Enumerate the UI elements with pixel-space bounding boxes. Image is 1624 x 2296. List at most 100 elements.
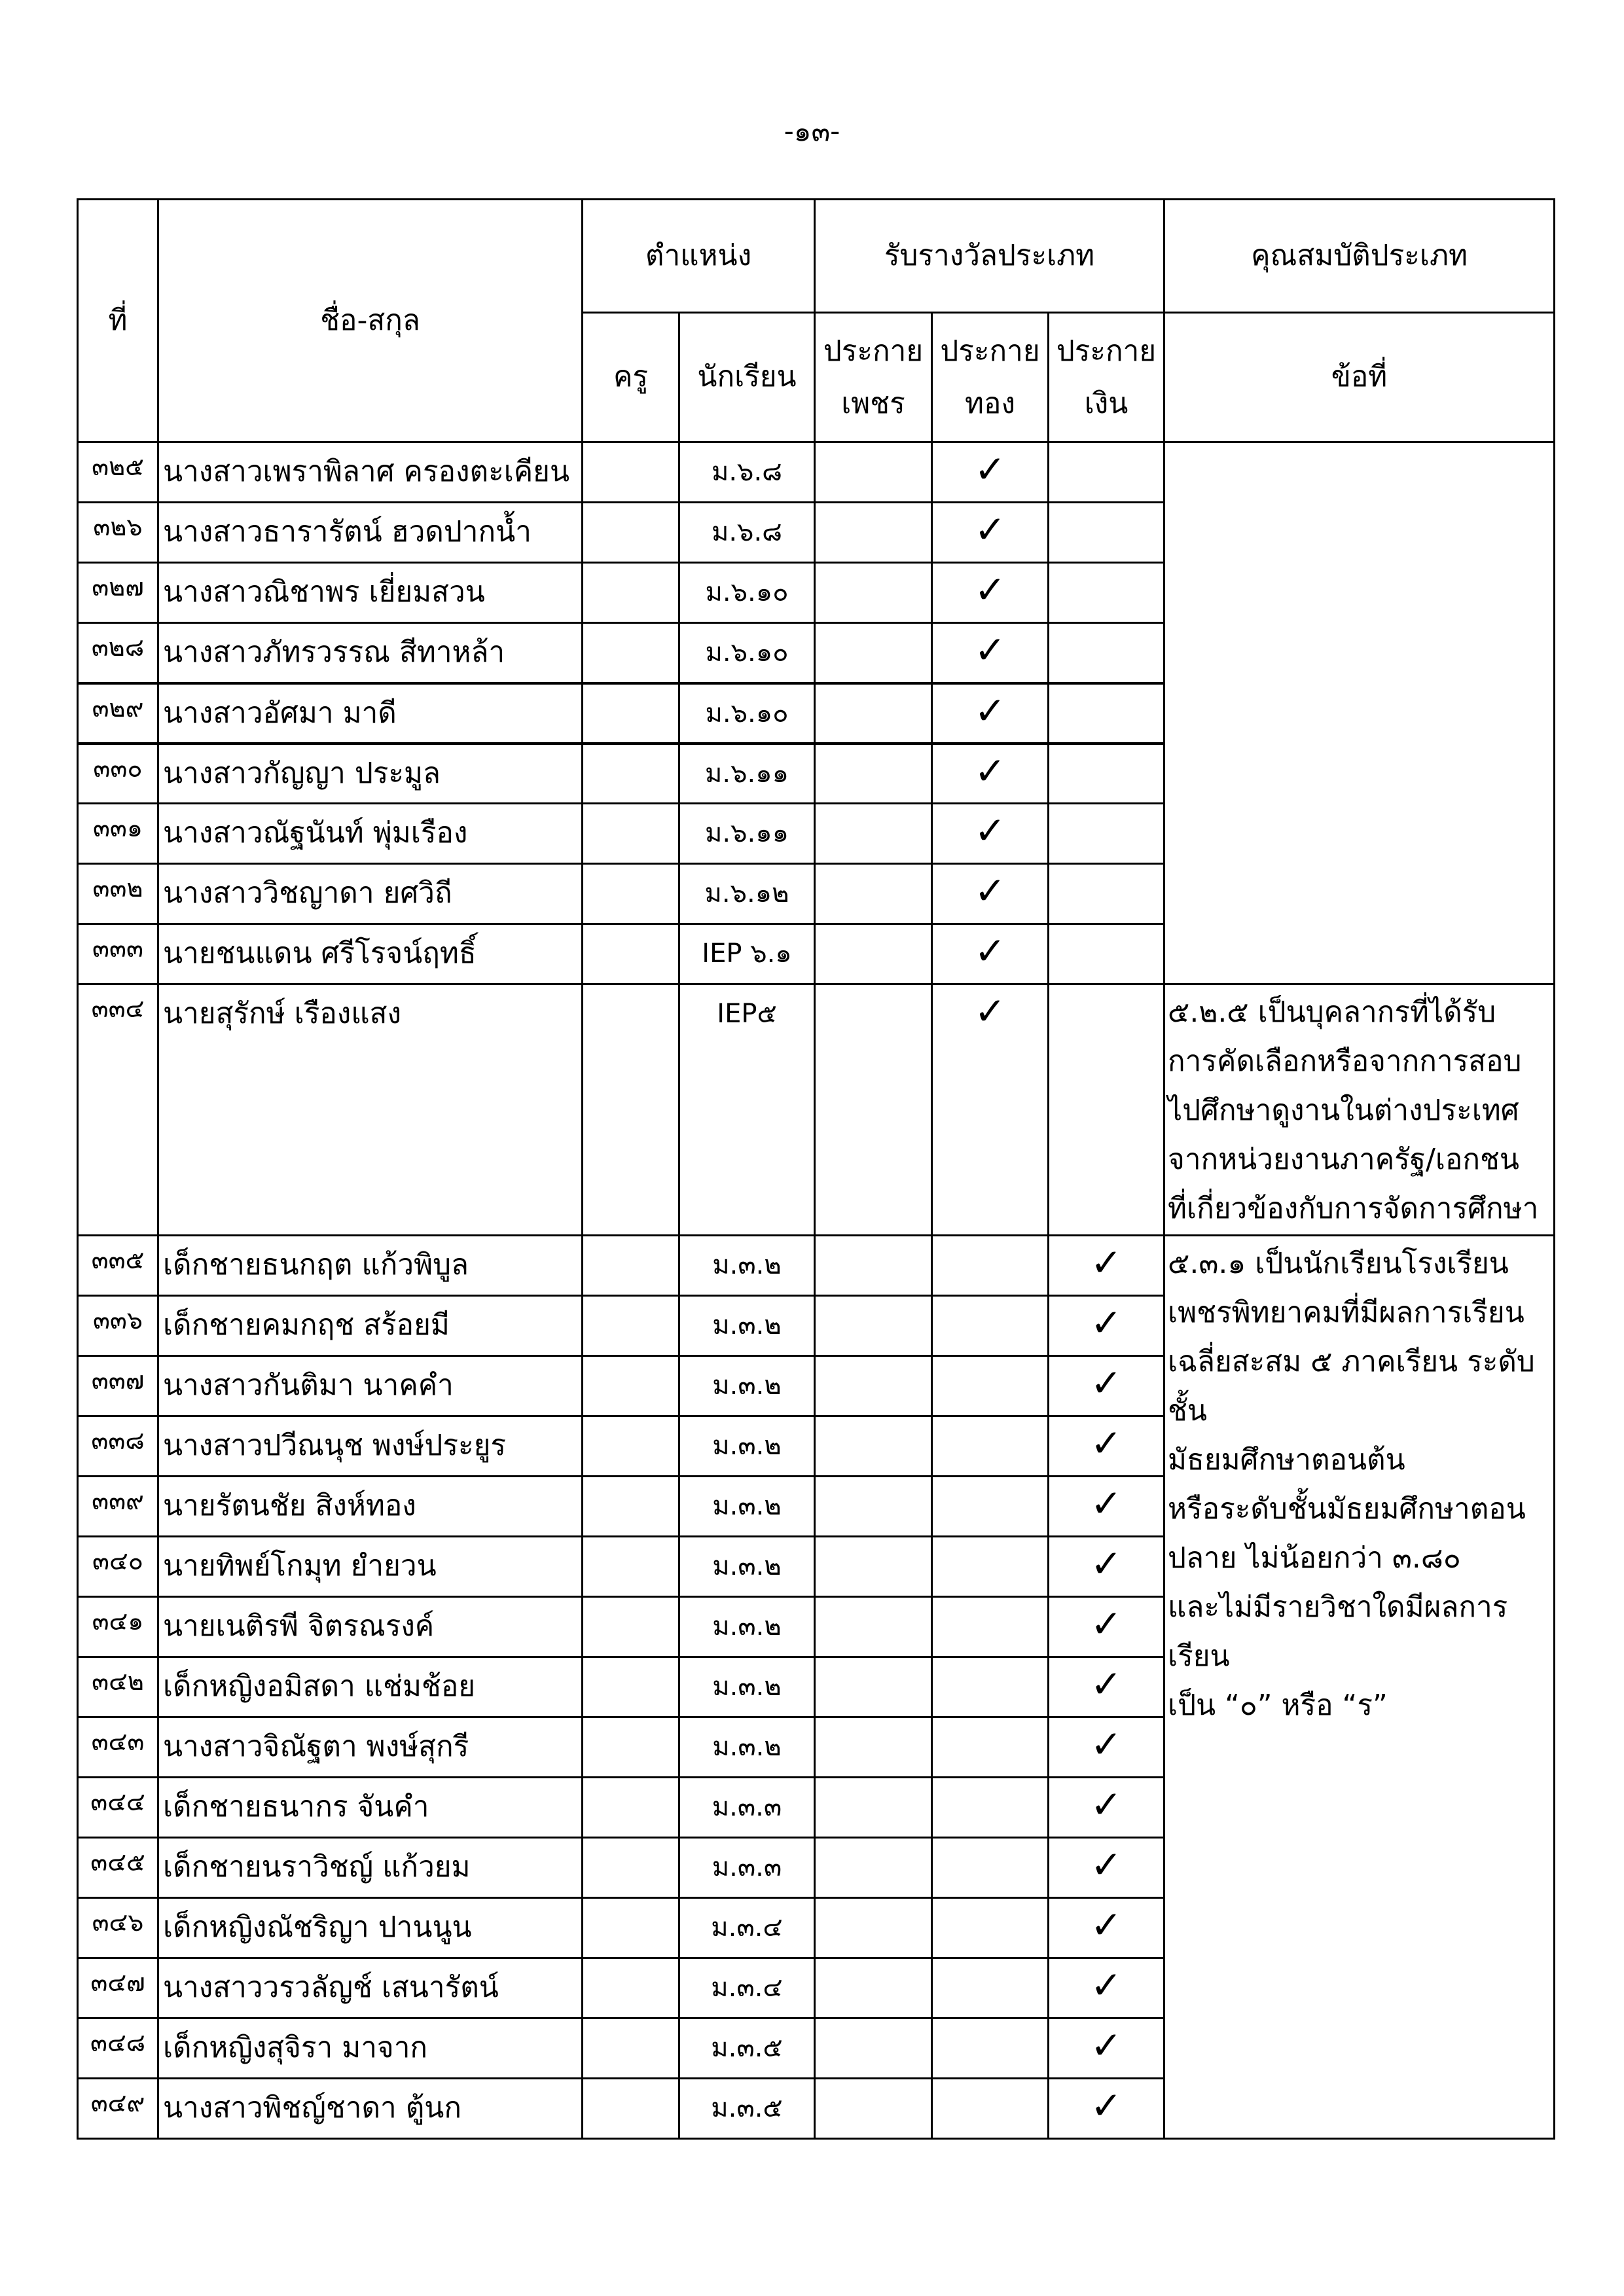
- student-name: เด็กชายธนกฤต แก้วพิบูล: [157, 1234, 583, 1297]
- row-number: ๓๔๖: [77, 1897, 159, 1959]
- student-class: ม.๖.๑๑: [678, 742, 816, 804]
- teacher-cell: [581, 1897, 680, 1959]
- gold-award-cell: ✓: [931, 501, 1049, 564]
- table-row: ๓๓๗ นางสาวกันติมา นาคคำ ม.๓.๒ ✓: [77, 1355, 1555, 1417]
- row-number: ๓๒๕: [77, 441, 159, 503]
- silver-award-cell: ✓: [1047, 2077, 1166, 2140]
- check-mark-icon: ✓: [974, 808, 1006, 853]
- student-class: ม.๓.๒: [678, 1355, 816, 1417]
- check-mark-icon: ✓: [1090, 1662, 1123, 1706]
- teacher-cell: [581, 1535, 680, 1598]
- row-number: ๓๔๑: [77, 1596, 159, 1658]
- diamond-award-cell: [814, 983, 933, 1236]
- teacher-cell: [581, 501, 680, 564]
- check-mark-icon: ✓: [1090, 1903, 1123, 1947]
- silver-award-cell: ✓: [1047, 1355, 1166, 1417]
- silver-award-cell: ✓: [1047, 2017, 1166, 2079]
- silver-award-cell: ✓: [1047, 1776, 1166, 1839]
- silver-award-cell: [1047, 681, 1166, 745]
- row-number: ๓๔๐: [77, 1535, 159, 1598]
- teacher-cell: [581, 1656, 680, 1718]
- header-gold: ประกาย ทอง: [931, 312, 1049, 443]
- check-mark-icon: ✓: [1090, 1782, 1123, 1827]
- student-name: เด็กชายธนากร จันคำ: [157, 1776, 583, 1839]
- silver-award-cell: ✓: [1047, 1656, 1166, 1718]
- student-class: ม.๖.๘: [678, 441, 816, 503]
- student-name: นายชนแดน ศรีโรจน์ฤทธิ์: [157, 923, 583, 985]
- student-name: นายสุรักษ์ เรืองแสง: [157, 983, 583, 1236]
- diamond-award-cell: [814, 1656, 933, 1718]
- silver-award-cell: [1047, 441, 1166, 503]
- student-class: ม.๓.๔: [678, 1957, 816, 2019]
- row-number: ๓๔๔: [77, 1776, 159, 1839]
- teacher-cell: [581, 2077, 680, 2140]
- student-class: ม.๖.๑๐: [678, 681, 816, 745]
- row-number: ๓๒๗: [77, 562, 159, 624]
- check-mark-icon: ✓: [974, 507, 1006, 552]
- silver-award-cell: ✓: [1047, 1837, 1166, 1899]
- teacher-cell: [581, 863, 680, 925]
- student-name: นายทิพย์โกมุท ยำยวน: [157, 1535, 583, 1598]
- teacher-cell: [581, 622, 680, 684]
- silver-award-cell: [1047, 983, 1166, 1236]
- diamond-award-cell: [814, 1295, 933, 1357]
- gold-award-cell: [931, 1415, 1049, 1477]
- silver-award-cell: ✓: [1047, 1897, 1166, 1959]
- teacher-cell: [581, 562, 680, 624]
- gold-award-cell: ✓: [931, 742, 1049, 804]
- silver-award-cell: ✓: [1047, 1475, 1166, 1537]
- header-student: นักเรียน: [678, 312, 816, 443]
- silver-award-cell: [1047, 501, 1166, 564]
- table-row: ๓๓๘ นางสาวปวีณนุช พงษ์ประยูร ม.๓.๒ ✓: [77, 1415, 1555, 1477]
- teacher-cell: [581, 923, 680, 985]
- diamond-award-cell: [814, 681, 933, 745]
- page-number: -๑๓-: [784, 115, 840, 147]
- table-row: ๓๔๕ เด็กชายนราวิชญ์ แก้วยม ม.๓.๓ ✓: [77, 1837, 1555, 1899]
- diamond-award-cell: [814, 1776, 933, 1839]
- student-class: ม.๓.๔: [678, 1897, 816, 1959]
- teacher-cell: [581, 1355, 680, 1417]
- teacher-cell: [581, 1295, 680, 1357]
- diamond-award-cell: [814, 2017, 933, 2079]
- teacher-cell: [581, 1475, 680, 1537]
- diamond-award-cell: [814, 622, 933, 684]
- row-number: ๓๓๖: [77, 1295, 159, 1357]
- student-class: ม.๖.๘: [678, 501, 816, 564]
- silver-award-cell: [1047, 863, 1166, 925]
- gold-award-cell: [931, 1897, 1049, 1959]
- check-mark-icon: ✓: [974, 447, 1006, 492]
- check-mark-icon: ✓: [1090, 1602, 1123, 1646]
- check-mark-icon: ✓: [974, 989, 1006, 1033]
- check-mark-icon: ✓: [1090, 2083, 1123, 2128]
- gold-award-cell: ✓: [931, 441, 1049, 503]
- table-row: ๓๒๗ นางสาวณิชาพร เยี่ยมสวน ม.๖.๑๐ ✓: [77, 562, 1555, 624]
- table-row: ๓๒๕ นางสาวเพราพิลาศ ครองตะเคียน ม.๖.๘ ✓: [77, 441, 1556, 985]
- table-row: ๓๔๑ นายเนติรพี จิตรณรงค์ ม.๓.๒ ✓: [77, 1596, 1555, 1658]
- student-name: นางสาวณิชาพร เยี่ยมสวน: [157, 562, 583, 624]
- silver-award-cell: [1047, 622, 1166, 684]
- diamond-award-cell: [814, 2077, 933, 2140]
- gold-award-cell: [931, 1837, 1049, 1899]
- gold-award-cell: [931, 1475, 1049, 1537]
- student-class: ม.๓.๒: [678, 1415, 816, 1477]
- table-row: ๓๔๒ เด็กหญิงอมิสดา แช่มช้อย ม.๓.๒ ✓: [77, 1656, 1555, 1718]
- table-row: ๓๒๙ นางสาวอัศมา มาดี ม.๖.๑๐ ✓: [77, 681, 1555, 745]
- student-class: ม.๓.๓: [678, 1837, 816, 1899]
- gold-award-cell: [931, 1355, 1049, 1417]
- qualification-5-3-1: ๕.๓.๑ เป็นนักเรียนโรงเรียน เพชรพิทยาคมที…: [1163, 1234, 1556, 2140]
- silver-award-cell: [1047, 923, 1166, 985]
- silver-award-cell: [1047, 742, 1166, 804]
- student-name: นางสาวกัญญา ประมูล: [157, 742, 583, 804]
- award-table: ที่ ชื่อ-สกุล ตำแหน่ง รับรางวัลประเภท คุ…: [77, 198, 1556, 2140]
- table-row: ๓๓๐ นางสาวกัญญา ประมูล ม.๖.๑๑ ✓: [77, 742, 1555, 804]
- header-award-type: รับรางวัลประเภท: [813, 198, 1166, 314]
- student-class: ม.๓.๒: [678, 1656, 816, 1718]
- silver-award-cell: ✓: [1047, 1234, 1166, 1297]
- header-diamond: ประกาย เพชร: [814, 312, 933, 443]
- gold-award-cell: ✓: [931, 923, 1049, 985]
- header-name: ชื่อ-สกุล: [157, 198, 583, 443]
- gold-award-cell: [931, 1535, 1049, 1598]
- student-name: นางสาวพิชญ์ชาดา ตู้นก: [157, 2077, 583, 2140]
- silver-award-cell: ✓: [1047, 1957, 1166, 2019]
- table-row: ๓๔๗ นางสาววรวลัญช์ เสนารัตน์ ม.๓.๔ ✓: [77, 1957, 1555, 2019]
